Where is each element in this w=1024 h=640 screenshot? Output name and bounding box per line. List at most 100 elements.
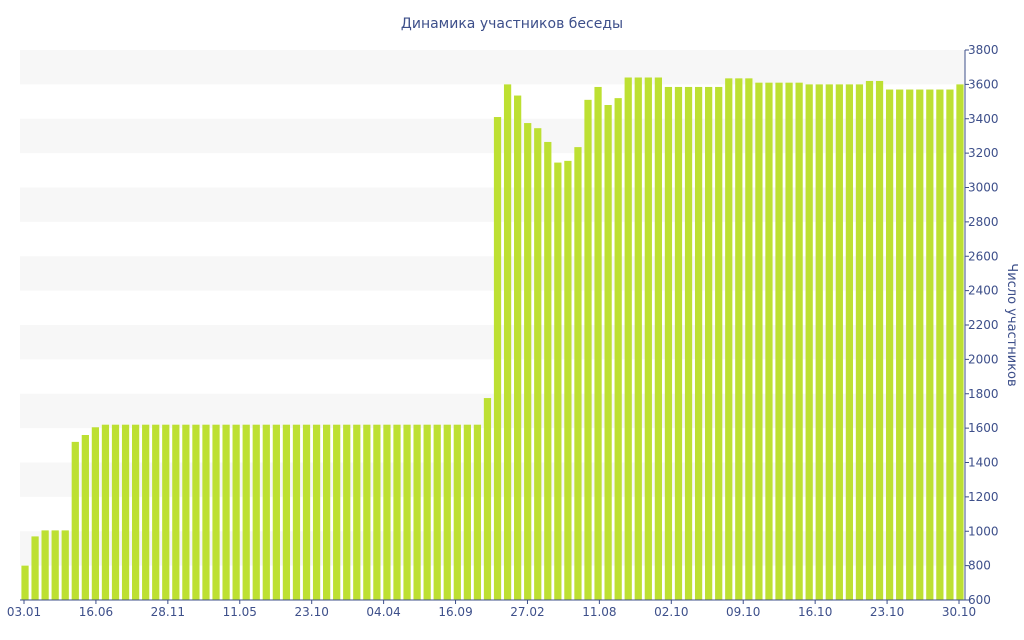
bar	[906, 89, 914, 600]
grid-bands	[20, 50, 965, 566]
bar	[81, 435, 89, 600]
bar	[594, 86, 602, 600]
bar	[926, 89, 934, 600]
x-tick-label: 27.02	[510, 605, 544, 619]
bar-series	[21, 77, 964, 601]
bar	[242, 424, 250, 600]
bar	[544, 141, 552, 600]
bar	[604, 105, 612, 600]
grid-band	[20, 462, 965, 497]
bar	[916, 89, 924, 600]
x-axis-ticks: 03.01 16.06 28.11 11.05 23.10 04.04 16.09 27.02…	[7, 600, 976, 619]
bar	[725, 78, 733, 601]
grid-band	[20, 50, 965, 85]
bar	[121, 424, 130, 600]
bar	[705, 86, 713, 600]
bar	[162, 424, 170, 600]
x-tick-label: 03.01	[7, 605, 41, 619]
bar	[131, 424, 140, 600]
bar	[473, 424, 482, 600]
bar	[21, 565, 29, 601]
x-tick-label: 23.10	[295, 605, 329, 619]
bar	[272, 424, 280, 600]
x-tick-label: 23.10	[870, 605, 904, 619]
bar	[684, 86, 693, 600]
bar	[393, 424, 401, 600]
bar	[302, 424, 311, 600]
bar	[664, 86, 673, 600]
bar	[172, 424, 180, 600]
bar	[574, 147, 582, 601]
bar	[654, 77, 662, 600]
bar	[503, 84, 512, 601]
bar	[142, 424, 150, 600]
bar	[715, 86, 723, 600]
bar	[212, 424, 220, 600]
bar	[674, 86, 683, 600]
bar	[383, 424, 391, 600]
x-tick-label: 30.10	[942, 605, 976, 619]
y-tick-label: 2200	[968, 318, 999, 332]
bar	[71, 441, 79, 601]
bar	[262, 424, 270, 600]
bar	[584, 99, 592, 600]
y-tick-label: 800	[968, 559, 991, 573]
bar	[694, 86, 703, 600]
bar	[202, 424, 210, 600]
bar	[785, 82, 793, 600]
bar	[101, 424, 110, 600]
bar	[745, 78, 753, 601]
bar	[91, 427, 100, 600]
x-tick-label: 16.09	[438, 605, 472, 619]
bar	[252, 424, 260, 600]
bar	[373, 424, 381, 600]
y-tick-label: 3800	[968, 43, 999, 57]
bar	[845, 84, 854, 601]
bar	[865, 80, 874, 600]
bar	[644, 77, 652, 600]
grid-band	[20, 118, 965, 154]
bar	[222, 424, 230, 600]
x-tick-label: 11.08	[582, 605, 616, 619]
x-tick-label: 04.04	[366, 605, 400, 619]
bar	[232, 424, 240, 600]
y-tick-label: 600	[968, 593, 991, 607]
y-tick-label: 2400	[968, 284, 999, 298]
y-tick-label: 1800	[968, 387, 999, 401]
bar	[554, 162, 562, 600]
bar	[946, 89, 954, 600]
bar	[433, 424, 441, 600]
x-tick-label: 16.06	[79, 605, 113, 619]
bar	[31, 536, 39, 600]
y-tick-label: 2800	[968, 215, 999, 229]
bar	[443, 424, 451, 600]
bar	[885, 89, 894, 600]
bar	[815, 84, 823, 601]
bar	[514, 95, 522, 601]
bar	[483, 398, 492, 600]
bar	[735, 78, 743, 601]
y-tick-label: 1600	[968, 421, 999, 435]
y-tick-label: 2000	[968, 352, 999, 366]
bar	[634, 77, 642, 600]
y-tick-label: 3600	[968, 77, 999, 91]
x-tick-label: 02.10	[654, 605, 688, 619]
bar	[956, 84, 964, 601]
bar	[152, 424, 160, 600]
y-tick-label: 1200	[968, 490, 999, 504]
bar	[363, 424, 371, 600]
bar	[61, 530, 69, 600]
bar	[614, 98, 622, 601]
bar	[463, 424, 471, 600]
y-axis-title: Число участников	[1004, 263, 1019, 386]
y-tick-label: 3200	[968, 146, 999, 160]
bar	[413, 424, 421, 600]
bar	[835, 84, 843, 601]
bar	[111, 424, 120, 600]
bar	[765, 82, 773, 600]
bar	[624, 77, 632, 600]
bar	[192, 424, 200, 600]
bar	[282, 424, 291, 600]
bar	[292, 424, 301, 600]
